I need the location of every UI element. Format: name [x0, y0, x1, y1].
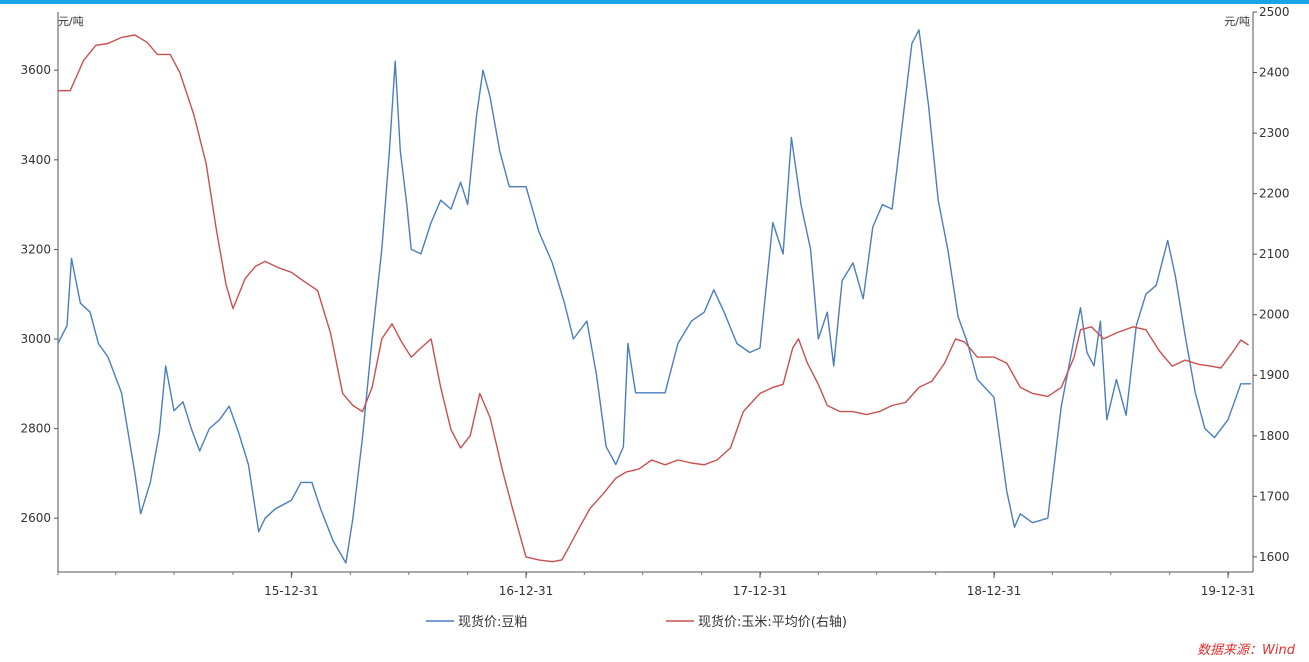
right-tick-label: 2500	[1259, 5, 1290, 19]
left-tick-label: 3200	[20, 242, 51, 256]
left-tick-label: 3600	[20, 63, 51, 77]
top-accent-bar	[0, 0, 1309, 4]
chart-axes: 元/吨 元/吨 2600 2800 3000 3200 3400 3600 1600 1700 18…	[20, 5, 1289, 598]
right-tick-label: 2400	[1259, 66, 1290, 80]
right-tick-label: 1600	[1259, 550, 1290, 564]
source-note: 数据来源：Wind	[1197, 643, 1295, 658]
right-tick-label: 2200	[1259, 187, 1290, 201]
right-tick-label: 1900	[1259, 368, 1290, 382]
x-tick-label: 17-12-31	[733, 584, 787, 598]
legend-label: 现货价:豆粕	[458, 614, 527, 630]
x-tick-label: 18-12-31	[967, 584, 1021, 598]
series-layer	[57, 29, 1252, 564]
right-tick-label: 2000	[1259, 308, 1290, 322]
x-tick-label: 15-12-31	[264, 584, 318, 598]
right-tick-label: 2300	[1259, 126, 1290, 140]
right-tick-label: 1700	[1259, 489, 1290, 503]
legend: 现货价:豆粕 现货价:玉米:平均价(右轴)	[426, 614, 847, 630]
right-tick-label: 2100	[1259, 247, 1290, 261]
corn-price-line	[58, 34, 1249, 563]
left-tick-label: 3400	[20, 153, 51, 167]
soybean-meal-line	[57, 29, 1252, 564]
left-tick-label: 2600	[20, 511, 51, 525]
legend-label: 现货价:玉米:平均价(右轴)	[698, 614, 847, 630]
left-tick-label: 3000	[20, 332, 51, 346]
right-axis-unit: 元/吨	[1224, 15, 1250, 28]
x-tick-label: 16-12-31	[499, 584, 553, 598]
x-tick-label: 19-12-31	[1201, 584, 1255, 598]
left-tick-label: 2800	[20, 422, 51, 436]
right-tick-label: 1800	[1259, 429, 1290, 443]
left-axis-unit: 元/吨	[58, 15, 84, 28]
